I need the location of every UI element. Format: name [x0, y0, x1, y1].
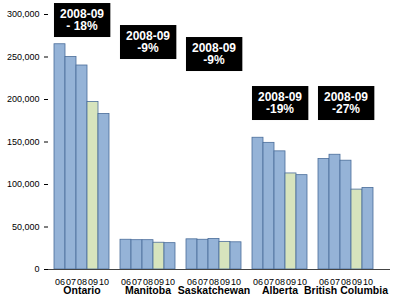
- svg-text:Alberta: Alberta: [262, 284, 298, 296]
- svg-text:Manitoba: Manitoba: [125, 284, 171, 296]
- html-text:06 07 08 09 10: 06 07 08 09 10: [121, 276, 175, 287]
- svg-text:250,000: 250,000: [7, 52, 40, 62]
- html-text:06 07 08 09 10: 06 07 08 09 10: [187, 276, 241, 287]
- svg-text:0: 0: [34, 264, 39, 274]
- svg-text:2008-09-9%: 2008-09-9%: [192, 41, 236, 67]
- svg-text:2008-09-19%: 2008-09-19%: [258, 90, 302, 116]
- svg-text:200,000: 200,000: [7, 94, 40, 104]
- svg-text:150,000: 150,000: [7, 137, 40, 147]
- html-text:06 07 08 09 10: 06 07 08 09 10: [319, 276, 373, 287]
- html-text:06 07 08 09 10: 06 07 08 09 10: [253, 276, 307, 287]
- svg-text:2008-09-9%: 2008-09-9%: [126, 29, 170, 55]
- svg-text:British Columbia: British Columbia: [304, 284, 388, 296]
- svg-text:300,000: 300,000: [7, 9, 40, 19]
- svg-text:100,000: 100,000: [7, 179, 40, 189]
- svg-text:50,000: 50,000: [12, 222, 40, 232]
- svg-text:2008-09-27%: 2008-09-27%: [324, 90, 368, 116]
- svg-text:Ontario: Ontario: [63, 284, 100, 296]
- svg-text:2008-09- 18%: 2008-09- 18%: [60, 7, 104, 33]
- html-text:06 07 08 09 10: 06 07 08 09 10: [55, 276, 109, 287]
- svg-text:Saskatchewan: Saskatchewan: [178, 284, 250, 296]
